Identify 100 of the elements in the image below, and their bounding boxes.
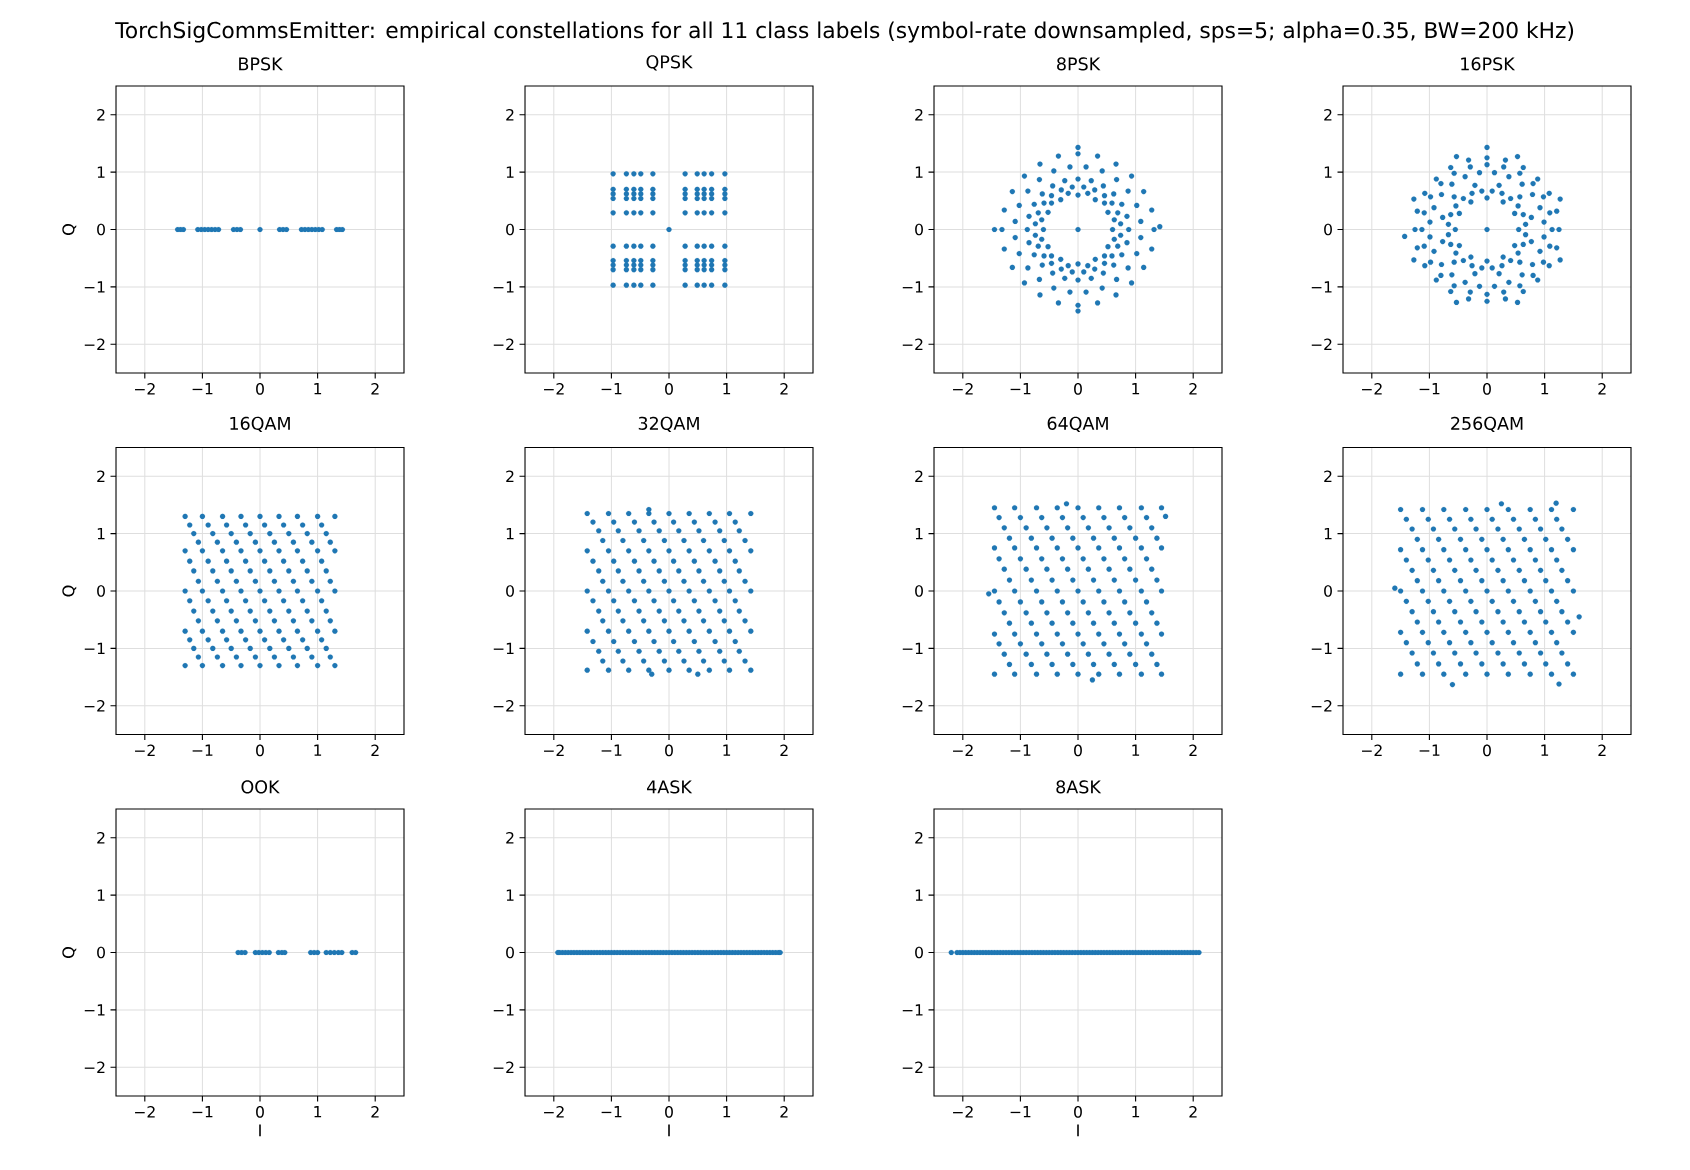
y-tick-label: −1 bbox=[1311, 642, 1332, 655]
x-tick-label: −2 bbox=[953, 744, 973, 757]
x-tick-label: 0 bbox=[1483, 744, 1491, 757]
x-tick-label: −1 bbox=[1419, 744, 1440, 756]
x-axis-title: I bbox=[1077, 1124, 1079, 1137]
y-tick-label: −2 bbox=[902, 700, 923, 712]
x-tick-label: 2 bbox=[371, 1106, 379, 1118]
y-tick-label: −2 bbox=[1311, 338, 1332, 351]
y-tick-label: −1 bbox=[902, 281, 923, 293]
y-tick-label: −2 bbox=[493, 1061, 514, 1074]
y-tick-label: 1 bbox=[97, 527, 105, 540]
y-tick-label: 0 bbox=[915, 585, 923, 597]
y-tick-label: −1 bbox=[493, 1004, 514, 1016]
y-tick-label: 0 bbox=[1324, 585, 1332, 597]
y-tick-label: −1 bbox=[493, 642, 514, 655]
y-tick-label: 0 bbox=[97, 946, 105, 959]
y-axis-title: Q bbox=[62, 224, 77, 235]
x-tick-label: −1 bbox=[601, 383, 622, 395]
y-tick-label: 2 bbox=[915, 108, 923, 121]
y-tick-label: −2 bbox=[902, 1061, 923, 1074]
x-tick-label: −1 bbox=[1010, 1106, 1031, 1118]
x-tick-label: −1 bbox=[1010, 744, 1031, 756]
x-tick-label: 2 bbox=[780, 1106, 788, 1118]
y-tick-label: −1 bbox=[1311, 281, 1332, 293]
x-tick-label: 2 bbox=[780, 744, 788, 757]
y-tick-label: 2 bbox=[1324, 108, 1332, 121]
x-tick-label: −1 bbox=[1010, 383, 1031, 395]
x-tick-label: −2 bbox=[1362, 744, 1382, 757]
y-axis-title: Q bbox=[62, 947, 77, 958]
y-tick-label: 2 bbox=[915, 831, 923, 844]
x-tick-label: 0 bbox=[665, 744, 673, 757]
y-tick-label: −1 bbox=[84, 281, 105, 293]
y-tick-label: 2 bbox=[97, 831, 105, 844]
x-tick-label: −1 bbox=[601, 744, 622, 756]
y-tick-label: 1 bbox=[915, 166, 923, 178]
y-tick-label: −2 bbox=[493, 338, 514, 351]
chart-title: 32QAM bbox=[638, 416, 699, 432]
chart-title: 16QAM bbox=[230, 416, 290, 432]
x-tick-label: 0 bbox=[256, 1106, 264, 1118]
chart-title: 8PSK bbox=[1057, 57, 1101, 71]
x-tick-label: 0 bbox=[256, 744, 264, 757]
x-tick-label: 1 bbox=[1132, 1106, 1140, 1118]
y-tick-label: −1 bbox=[84, 1004, 105, 1016]
chart-title: 8ASK bbox=[1056, 780, 1102, 794]
y-tick-label: 0 bbox=[915, 223, 923, 236]
y-tick-label: 0 bbox=[97, 585, 105, 597]
y-tick-label: 1 bbox=[506, 527, 514, 540]
y-tick-label: −1 bbox=[902, 1004, 923, 1016]
y-tick-label: 0 bbox=[506, 946, 514, 959]
y-tick-label: 2 bbox=[915, 470, 923, 482]
y-tick-label: 2 bbox=[1324, 470, 1332, 482]
y-tick-label: −2 bbox=[1311, 700, 1332, 712]
x-tick-label: −2 bbox=[953, 383, 973, 395]
x-tick-label: −1 bbox=[1419, 383, 1440, 395]
y-tick-label: 0 bbox=[1324, 223, 1332, 236]
x-tick-label: 0 bbox=[1074, 1106, 1082, 1118]
y-tick-label: 1 bbox=[506, 166, 514, 178]
chart-title: 256QAM bbox=[1451, 416, 1523, 432]
x-tick-label: −2 bbox=[544, 744, 564, 757]
x-tick-label: 2 bbox=[1598, 744, 1606, 757]
chart-title: OOK bbox=[241, 780, 280, 794]
y-tick-label: 2 bbox=[506, 470, 514, 482]
x-axis-title: I bbox=[259, 1124, 261, 1137]
x-tick-label: 1 bbox=[723, 1106, 731, 1118]
x-tick-label: 2 bbox=[780, 383, 788, 395]
x-tick-label: 1 bbox=[723, 744, 731, 756]
x-tick-label: 2 bbox=[1189, 383, 1197, 395]
y-tick-label: −1 bbox=[493, 281, 514, 293]
y-tick-label: 1 bbox=[1324, 166, 1332, 178]
x-tick-label: 0 bbox=[1074, 744, 1082, 757]
y-tick-label: 2 bbox=[97, 470, 105, 482]
x-tick-label: 1 bbox=[1541, 383, 1549, 395]
x-tick-label: 2 bbox=[1189, 744, 1197, 757]
x-tick-label: 1 bbox=[723, 383, 731, 395]
y-tick-label: 2 bbox=[506, 831, 514, 844]
y-tick-label: 1 bbox=[915, 889, 923, 901]
x-tick-label: 1 bbox=[1541, 744, 1549, 756]
y-tick-label: 0 bbox=[506, 585, 514, 597]
y-axis-title: Q bbox=[62, 585, 77, 597]
x-tick-label: 2 bbox=[1189, 1106, 1197, 1118]
x-tick-label: −2 bbox=[953, 1106, 973, 1118]
chart-title: BPSK bbox=[239, 57, 283, 71]
y-tick-label: −2 bbox=[84, 700, 105, 712]
x-tick-label: 0 bbox=[1074, 383, 1082, 395]
y-tick-label: 0 bbox=[97, 223, 105, 236]
x-tick-label: 0 bbox=[665, 383, 673, 395]
x-tick-label: 0 bbox=[256, 383, 264, 395]
y-tick-label: 2 bbox=[97, 108, 105, 121]
x-tick-label: −2 bbox=[135, 1106, 155, 1118]
y-tick-label: 1 bbox=[97, 889, 105, 901]
x-axis-title: I bbox=[668, 1124, 670, 1137]
y-tick-label: −2 bbox=[84, 1061, 105, 1074]
x-tick-label: 2 bbox=[1598, 383, 1606, 395]
y-tick-label: −2 bbox=[493, 700, 514, 712]
x-tick-label: 1 bbox=[1132, 744, 1140, 756]
x-tick-label: 1 bbox=[314, 744, 322, 756]
chart-title: 64QAM bbox=[1047, 416, 1108, 432]
x-tick-label: −2 bbox=[544, 383, 564, 395]
x-tick-label: −2 bbox=[135, 744, 155, 757]
x-tick-label: 1 bbox=[1132, 383, 1140, 395]
